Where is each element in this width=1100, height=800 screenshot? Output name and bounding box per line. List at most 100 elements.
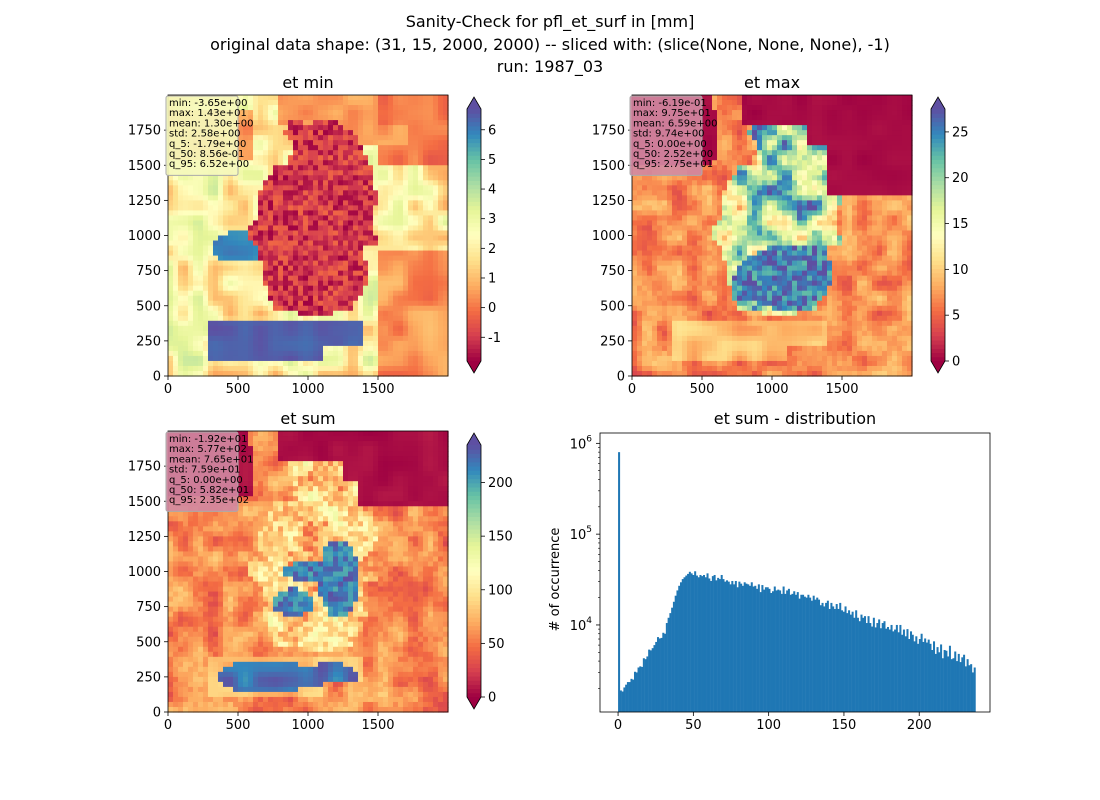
heatmap-cell <box>343 335 349 342</box>
heatmap-cell <box>358 145 364 151</box>
heatmap-cell <box>672 325 678 332</box>
heatmap-cell <box>777 125 783 131</box>
heatmap-cell <box>328 130 334 136</box>
heatmap-cell <box>717 255 723 262</box>
heatmap-cell <box>173 190 179 196</box>
heatmap-cell <box>223 225 229 232</box>
heatmap-cell <box>338 270 344 277</box>
heatmap-cell <box>303 235 309 242</box>
heatmap-cell <box>388 290 394 297</box>
heatmap-cell <box>253 160 259 166</box>
heatmap-cell <box>687 355 693 362</box>
heatmap-cell <box>428 365 434 372</box>
heatmap-cell <box>303 225 309 232</box>
heatmap-cell <box>642 355 648 362</box>
heatmap-cell <box>682 185 688 191</box>
heatmap-cell <box>398 160 404 166</box>
heatmap-cell <box>313 185 319 191</box>
heatmap-cell <box>178 205 184 212</box>
heatmap-cell <box>268 150 274 156</box>
heatmap-cell <box>632 180 638 186</box>
heatmap-cell <box>433 185 439 191</box>
heatmap-cell <box>378 160 384 166</box>
heatmap-cell <box>328 225 334 232</box>
heatmap-cell <box>283 115 289 121</box>
heatmap-cell <box>667 205 673 212</box>
heatmap-cell <box>253 335 259 342</box>
heatmap-cell <box>228 370 234 377</box>
heatmap-cell <box>757 275 763 282</box>
heatmap-cell <box>413 155 419 161</box>
heatmap-cell <box>722 220 728 227</box>
heatmap-cell <box>752 325 758 332</box>
heatmap-cell <box>428 190 434 196</box>
heatmap-cell <box>213 315 219 322</box>
heatmap-cell <box>772 110 778 116</box>
heatmap-cell <box>168 285 174 292</box>
heatmap-cell <box>403 300 409 307</box>
heatmap-cell <box>752 235 758 242</box>
heatmap-cell <box>278 355 284 362</box>
heatmap-cell <box>288 110 294 116</box>
heatmap-cell <box>433 355 439 362</box>
heatmap-cell <box>253 265 259 272</box>
heatmap-cell <box>248 345 254 352</box>
heatmap-cell <box>652 290 658 297</box>
heatmap-cell <box>727 120 733 126</box>
heatmap-cell <box>642 235 648 242</box>
heatmap-cell <box>687 315 693 322</box>
heatmap-cell <box>233 205 239 212</box>
heatmap-cell <box>662 360 668 367</box>
heatmap-cell <box>677 310 683 317</box>
heatmap-cell <box>243 225 249 232</box>
heatmap-cell <box>712 100 718 106</box>
heatmap-cell <box>233 305 239 312</box>
heatmap-cell <box>423 360 429 367</box>
heatmap-cell <box>213 330 219 337</box>
heatmap-cell <box>313 190 319 196</box>
heatmap-cell <box>393 330 399 337</box>
heatmap-cell <box>233 315 239 322</box>
heatmap-cell <box>762 355 768 362</box>
heatmap-cell <box>228 225 234 232</box>
heatmap-cell <box>243 185 249 191</box>
heatmap-cell <box>368 225 374 232</box>
heatmap-cell <box>378 130 384 136</box>
heatmap-cell <box>647 220 653 227</box>
heatmap-cell <box>632 290 638 297</box>
heatmap-cell <box>378 360 384 367</box>
heatmap-cell <box>333 225 339 232</box>
heatmap-cell <box>418 265 424 272</box>
heatmap-cell <box>443 245 449 252</box>
heatmap-cell <box>722 365 728 372</box>
heatmap-cell <box>288 155 294 161</box>
heatmap-cell <box>223 265 229 272</box>
heatmap-cell <box>428 270 434 277</box>
heatmap-cell <box>423 165 429 171</box>
heatmap-cell <box>772 100 778 106</box>
heatmap-cell <box>697 360 703 367</box>
heatmap-cell <box>318 360 324 367</box>
heatmap-cell <box>338 195 344 201</box>
heatmap-cell <box>423 305 429 312</box>
heatmap-cell <box>303 230 309 237</box>
heatmap-cell <box>238 275 244 282</box>
heatmap-cell <box>313 205 319 212</box>
heatmap-cell <box>248 325 254 332</box>
heatmap-cell <box>388 325 394 332</box>
heatmap-cell <box>717 195 723 201</box>
heatmap-cell <box>413 260 419 267</box>
heatmap-cell <box>692 230 698 237</box>
heatmap-cell <box>358 165 364 171</box>
heatmap-cell <box>358 185 364 191</box>
heatmap-cell <box>428 150 434 156</box>
heatmap-cell <box>333 160 339 166</box>
heatmap-cell <box>393 95 399 101</box>
heatmap-cell <box>318 255 324 262</box>
heatmap-cell <box>293 270 299 277</box>
heatmap-cell <box>263 180 269 186</box>
heatmap-cell <box>203 335 209 342</box>
heatmap-cell <box>248 120 254 126</box>
heatmap-cell <box>772 240 778 247</box>
heatmap-cell <box>383 105 389 111</box>
